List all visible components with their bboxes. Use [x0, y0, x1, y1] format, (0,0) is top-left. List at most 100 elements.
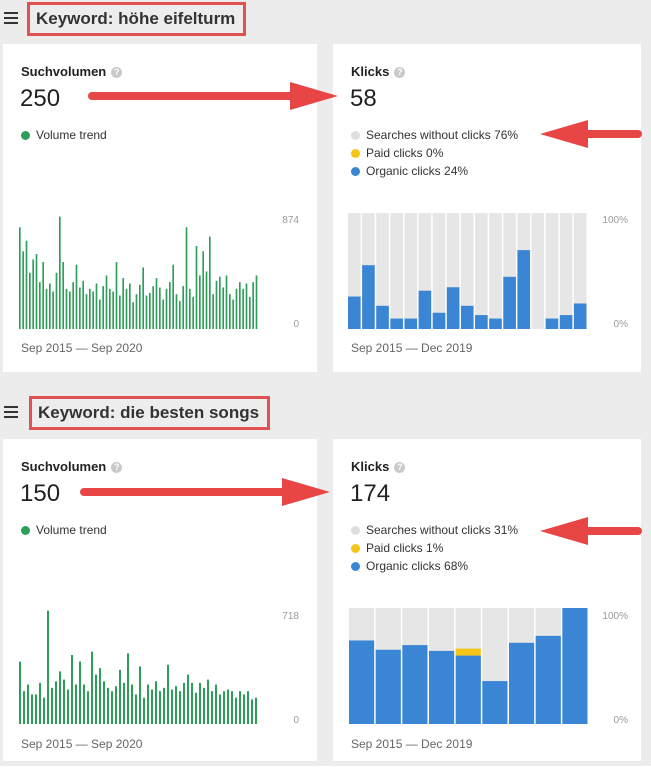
date-range: Sep 2015 — Sep 2020	[21, 341, 143, 355]
volume-bar	[92, 291, 94, 329]
volume-bar	[107, 687, 109, 724]
blue-dot-icon	[351, 167, 360, 176]
date-range: Sep 2015 — Sep 2020	[21, 737, 143, 751]
organic-bar	[404, 318, 418, 329]
volume-bar	[242, 288, 244, 329]
gray-dot-icon	[351, 131, 360, 140]
organic-bar	[349, 640, 375, 724]
volume-bar	[55, 272, 58, 329]
axis-min: 0%	[613, 319, 628, 330]
organic-bar	[376, 305, 389, 329]
volume-bar	[245, 283, 248, 329]
volume-bar	[255, 697, 257, 724]
volume-bar	[225, 275, 228, 329]
volume-bar	[185, 227, 188, 329]
gray-dot-icon	[351, 526, 360, 535]
volume-bar	[195, 246, 198, 329]
volume-bar	[99, 668, 101, 724]
organic-bar	[475, 315, 488, 329]
clicks-card: Klicks? 174 Searches without clicks 31% …	[333, 439, 641, 761]
date-range: Sep 2015 — Dec 2019	[351, 341, 473, 355]
axis-max: 718	[282, 611, 299, 622]
volume-bar	[182, 286, 184, 329]
volume-bar	[27, 684, 29, 724]
help-icon[interactable]: ?	[394, 67, 406, 78]
volume-bar	[145, 295, 148, 329]
clicks-chart	[349, 608, 588, 724]
volume-bar	[39, 682, 41, 724]
organic-bar	[390, 318, 403, 329]
volume-bar	[139, 284, 141, 329]
no-click-bar	[432, 213, 446, 329]
axis-min: 0	[293, 319, 299, 330]
annotation-arrow-icon	[540, 120, 642, 148]
volume-bar	[62, 262, 64, 329]
volume-bar	[163, 687, 165, 724]
yellow-dot-icon	[351, 544, 360, 553]
volume-bar	[123, 682, 125, 724]
volume-bar	[82, 280, 84, 329]
volume-bar	[192, 296, 194, 329]
no-click-bar	[531, 213, 545, 329]
organic-bar	[375, 649, 401, 724]
volume-bar	[175, 294, 178, 329]
volume-bar	[247, 691, 249, 724]
volume-bar	[32, 259, 34, 329]
volume-bar	[212, 294, 214, 329]
yellow-dot-icon	[351, 149, 360, 158]
volume-bar	[67, 689, 69, 724]
organic-bar	[517, 250, 531, 329]
volume-bar	[59, 671, 61, 724]
organic-bar	[535, 635, 561, 724]
volume-bar	[251, 699, 253, 724]
help-icon[interactable]: ?	[111, 67, 123, 78]
volume-bar	[55, 681, 57, 724]
axis-max: 874	[282, 215, 299, 226]
volume-bar	[125, 288, 128, 329]
axis-min: 0%	[613, 715, 628, 726]
organic-bar	[460, 305, 474, 329]
annotation-arrow-icon	[88, 82, 338, 110]
volume-bar	[119, 669, 121, 724]
volume-value: 250	[20, 85, 61, 112]
volume-bar	[127, 653, 129, 724]
volume-bar	[179, 691, 181, 724]
volume-bar	[31, 694, 33, 724]
annotation-arrow-icon	[80, 478, 330, 506]
volume-title: Suchvolumen	[21, 459, 107, 474]
volume-bar	[83, 684, 85, 724]
menu-icon[interactable]	[4, 406, 18, 418]
no-click-bar	[475, 213, 488, 329]
volume-bar	[122, 278, 124, 329]
organic-bar	[348, 296, 361, 329]
volume-bar	[215, 684, 217, 724]
volume-bar	[235, 697, 237, 724]
volume-bar	[45, 288, 48, 329]
volume-bar	[223, 691, 225, 724]
help-icon[interactable]: ?	[394, 462, 406, 473]
legend-no-clicks: Searches without clicks 31%	[366, 523, 519, 537]
legend-paid-clicks: Paid clicks 1%	[366, 541, 444, 555]
organic-bar	[573, 303, 587, 329]
volume-bar	[147, 684, 149, 724]
volume-bar	[202, 251, 204, 329]
no-click-bar	[390, 213, 403, 329]
help-icon[interactable]: ?	[111, 462, 123, 473]
volume-bar	[87, 691, 89, 724]
volume-bar	[165, 288, 168, 329]
volume-bar	[79, 661, 81, 724]
volume-bar	[151, 689, 153, 724]
clicks-card: Klicks? 58 Searches without clicks 76% P…	[333, 44, 641, 372]
menu-icon[interactable]	[4, 12, 18, 24]
volume-trend-chart	[19, 610, 257, 724]
volume-bar	[239, 282, 241, 329]
volume-bar	[219, 694, 221, 724]
volume-bar	[29, 272, 31, 329]
annotation-arrow-icon	[540, 517, 642, 545]
volume-bar	[102, 286, 104, 329]
volume-trend-chart	[19, 216, 258, 329]
volume-bar	[215, 280, 218, 329]
volume-bar	[187, 674, 189, 724]
volume-title: Suchvolumen	[21, 64, 107, 79]
volume-bar	[19, 227, 21, 329]
